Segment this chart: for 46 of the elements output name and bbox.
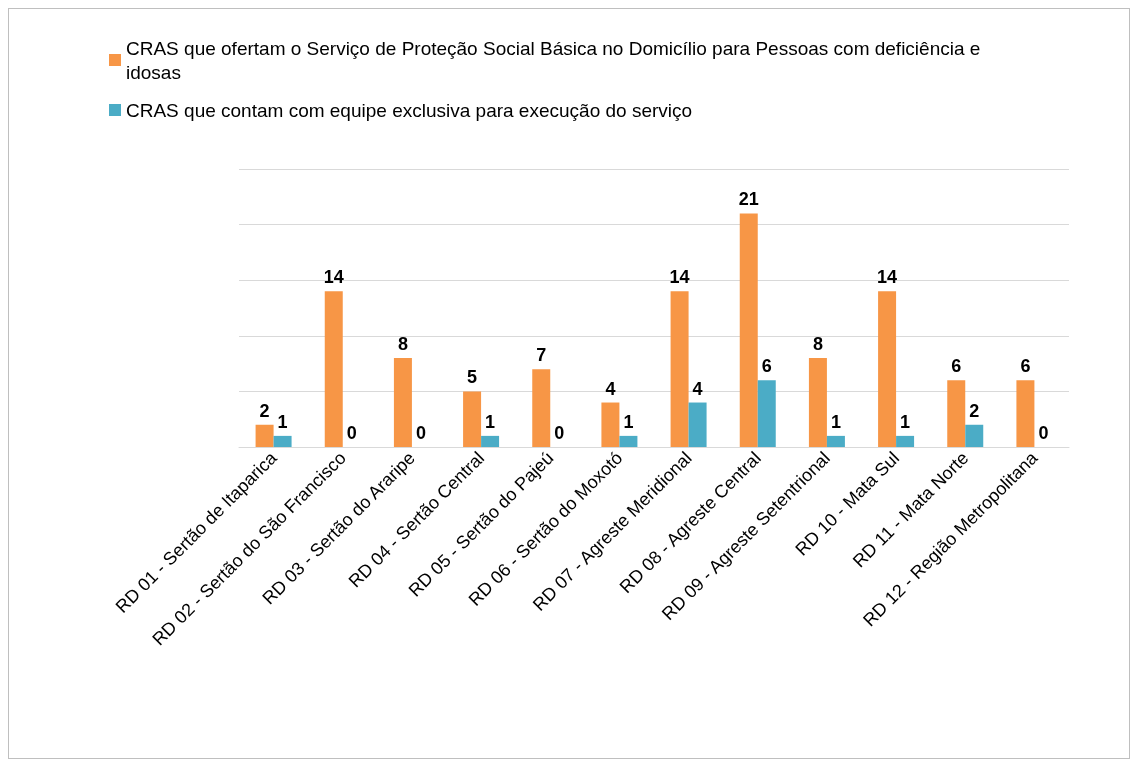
bar: [481, 435, 500, 447]
data-label: 14: [323, 267, 344, 288]
data-label: 0: [1038, 423, 1049, 443]
bar: [965, 424, 984, 447]
data-label: 0: [346, 423, 357, 443]
data-label: 2: [969, 400, 980, 421]
data-label: 6: [951, 356, 962, 377]
bar: [324, 291, 343, 447]
data-label: 0: [554, 423, 565, 443]
data-label: 4: [605, 378, 616, 399]
data-label: 7: [536, 345, 547, 366]
data-label: 4: [692, 378, 703, 399]
data-label: 8: [812, 334, 823, 355]
data-label: 5: [467, 367, 478, 388]
data-label: 6: [1020, 356, 1031, 377]
data-label: 1: [277, 411, 288, 432]
data-label: 6: [761, 356, 772, 377]
bar: [601, 402, 620, 447]
bar: [947, 380, 966, 447]
bar: [273, 435, 292, 447]
legend-label: CRAS que contam com equipe exclusiva para execução do serviço: [126, 99, 693, 121]
bar: [670, 291, 689, 447]
data-label: 8: [397, 334, 408, 355]
bar: [532, 369, 551, 447]
data-label: 1: [485, 411, 496, 432]
data-label: 0: [415, 423, 426, 443]
data-label: 1: [900, 411, 911, 432]
data-label: 14: [877, 267, 898, 288]
bar: [757, 380, 776, 447]
bar: [619, 435, 638, 447]
bar: [688, 402, 707, 447]
data-label: 1: [623, 411, 634, 432]
bar: [896, 435, 915, 447]
bar: [255, 424, 274, 447]
bar: [739, 213, 758, 447]
bar: [393, 358, 412, 447]
data-label: 2: [259, 400, 270, 421]
data-label: 21: [738, 189, 759, 210]
bar: [826, 435, 845, 447]
data-label: 1: [830, 411, 841, 432]
bar: [878, 291, 897, 447]
data-label: 14: [669, 267, 690, 288]
bar: [463, 391, 482, 447]
bar: [808, 358, 827, 447]
legend-label: CRAS que ofertam o Serviço de Proteção Social Básica no Domicílio para Pessoas com deficiência e idosas: [126, 37, 986, 83]
bar: [1016, 380, 1035, 447]
